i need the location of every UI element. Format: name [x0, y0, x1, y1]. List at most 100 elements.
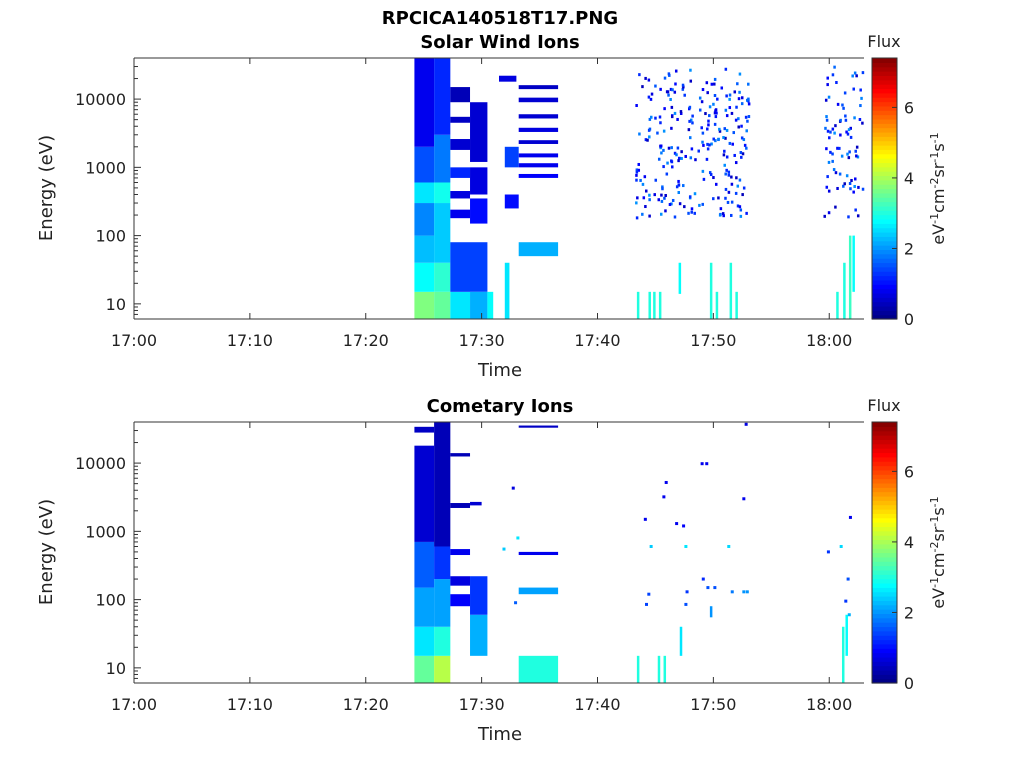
flux-point	[638, 132, 641, 136]
flux-point	[836, 146, 839, 150]
axes: 17:00 17:10 17:20 17:30 17:40 17:50 18:00 10 100…	[75, 57, 864, 350]
colorbar-segment	[872, 262, 897, 268]
colorbar-segment	[872, 284, 897, 290]
flux-point	[698, 96, 702, 100]
flux-cell	[450, 453, 471, 457]
flux-cell	[518, 425, 559, 428]
flux-point	[713, 586, 717, 590]
flux-cell	[518, 587, 559, 595]
flux-point	[839, 118, 842, 122]
flux-point	[670, 115, 674, 119]
axes: 17:00 17:10 17:20 17:30 17:40 17:50 18:00 10 100…	[75, 421, 864, 714]
colorbar-segment	[872, 626, 897, 632]
y-tick-label: 100	[95, 227, 126, 246]
flux-point	[733, 153, 736, 157]
flux-point	[712, 102, 715, 106]
colorbar-segment	[872, 71, 897, 76]
colorbar-segment	[872, 452, 897, 458]
plot-background	[134, 58, 864, 319]
flux-point	[654, 178, 658, 182]
flux-point	[698, 203, 701, 207]
flux-point	[643, 517, 647, 521]
flux-point	[647, 592, 651, 596]
flux-point	[859, 104, 862, 108]
flux-point	[659, 144, 663, 148]
colorbar-segment	[872, 543, 897, 549]
flux-cell	[450, 503, 471, 508]
colorbar-segment	[872, 648, 897, 654]
flux-point	[653, 193, 656, 197]
colorbar-segment	[872, 184, 897, 190]
colorbar-segment	[872, 305, 897, 311]
colorbar-segment	[872, 201, 897, 207]
flux-cell	[450, 242, 488, 292]
flux-point	[673, 151, 677, 155]
flux-point	[742, 186, 746, 190]
flux-point	[847, 613, 851, 617]
flux-point	[744, 422, 748, 426]
flux-column	[653, 291, 656, 319]
flux-point	[660, 193, 663, 197]
flux-cell	[518, 551, 559, 556]
flux-point	[730, 200, 734, 204]
flux-cell	[414, 146, 435, 183]
colorbar-tick-label: 4	[904, 533, 914, 552]
flux-point	[687, 211, 690, 215]
flux-point	[705, 462, 709, 466]
panel-title: Cometary Ions	[427, 396, 574, 417]
colorbar-segment	[872, 101, 897, 107]
flux-column	[678, 262, 682, 294]
flux-column	[836, 291, 839, 319]
flux-point	[854, 149, 857, 153]
flux-cell	[434, 291, 451, 319]
flux-point	[827, 189, 831, 193]
flux-point	[735, 105, 738, 109]
colorbar-segment	[872, 491, 897, 497]
colorbar-segment	[872, 92, 897, 98]
flux-point	[848, 515, 852, 519]
flux-point	[739, 208, 743, 212]
x-tick-label: 17:30	[459, 331, 505, 350]
flux-point	[838, 146, 841, 150]
x-tick-label: 17:30	[459, 695, 505, 714]
colorbar-segment	[872, 500, 897, 506]
flux-point	[676, 146, 680, 150]
flux-point	[693, 192, 697, 196]
flux-point	[659, 212, 663, 216]
colorbar-tick-label: 2	[904, 603, 914, 622]
flux-cell	[450, 576, 471, 586]
flux-point	[740, 136, 744, 140]
flux-point	[690, 147, 694, 151]
flux-point	[690, 207, 694, 211]
flux-point	[723, 149, 726, 153]
flux-point	[657, 157, 661, 161]
colorbar-segment	[872, 288, 897, 294]
flux-point	[670, 105, 674, 109]
flux-point	[659, 121, 662, 125]
flux-point	[728, 97, 731, 101]
colorbar-tick-label: 2	[904, 239, 914, 258]
flux-point	[831, 159, 834, 163]
flux-point	[662, 165, 665, 169]
x-tick-label: 17:00	[111, 695, 157, 714]
colorbar-segment	[872, 465, 897, 471]
colorbar-segment	[872, 609, 897, 614]
flux-point	[644, 138, 648, 142]
flux-point	[679, 112, 683, 116]
flux-point	[841, 103, 844, 107]
flux-point	[639, 178, 642, 182]
flux-point	[674, 82, 677, 86]
flux-point	[846, 152, 849, 156]
colorbar-frame	[871, 421, 898, 684]
flux-point	[859, 88, 862, 92]
flux-point	[829, 130, 832, 134]
flux-point	[511, 486, 515, 490]
flux-point	[673, 90, 677, 94]
colorbar-segment	[872, 84, 897, 90]
flux-cell	[434, 422, 451, 547]
colorbar-segment	[872, 617, 897, 623]
colorbar-segment	[872, 97, 897, 103]
colorbar-segment	[872, 495, 897, 501]
flux-point	[720, 86, 724, 90]
colorbar-segment	[872, 297, 897, 303]
